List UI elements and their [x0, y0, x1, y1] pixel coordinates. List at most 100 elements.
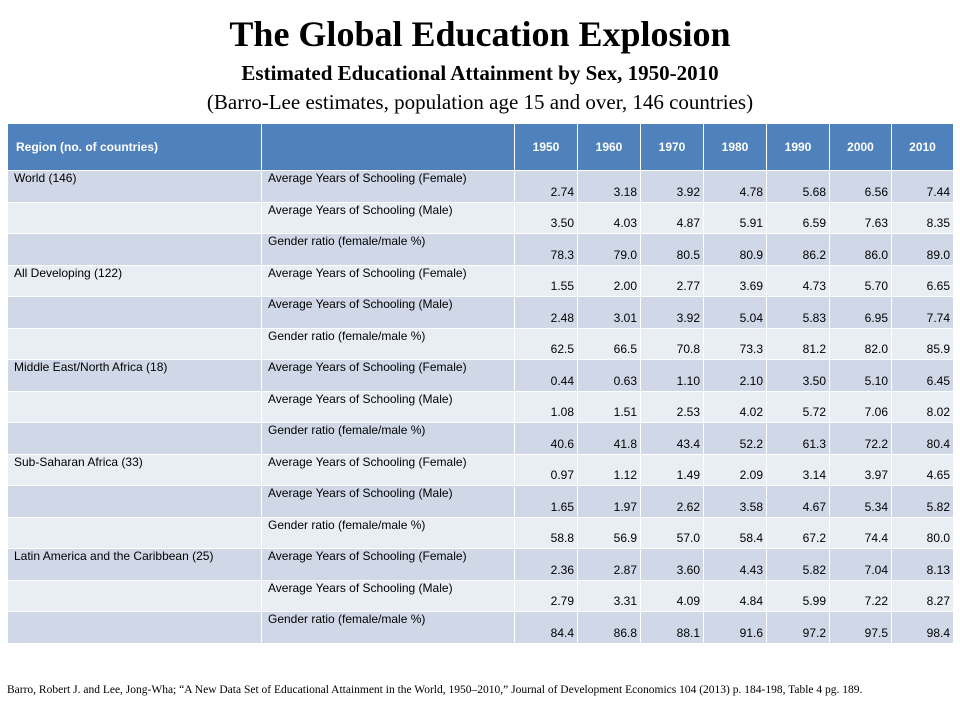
measure-cell: Gender ratio (female/male %): [261, 327, 515, 360]
value-cell: 2.77: [640, 264, 704, 297]
value-cell: 2.09: [703, 453, 767, 486]
header-year: 1990: [766, 123, 830, 171]
value-cell: 0.97: [514, 453, 578, 486]
region-cell: [7, 422, 262, 455]
value-cell: 3.69: [703, 264, 767, 297]
table-row: Latin America and the Caribbean (25) Aver…: [7, 548, 954, 581]
value-cell: 4.87: [640, 201, 704, 234]
region-cell: Sub-Saharan Africa (33): [7, 453, 262, 486]
value-cell: 97.5: [829, 611, 892, 644]
value-cell: 62.5: [514, 327, 578, 360]
value-cell: 8.35: [891, 201, 954, 234]
table-header-row: Region (no. of countries) 1950 1960 1970…: [7, 123, 954, 171]
value-cell: 80.0: [891, 516, 954, 549]
value-cell: 2.53: [640, 390, 704, 423]
measure-cell: Gender ratio (female/male %): [261, 422, 515, 455]
value-cell: 86.2: [766, 233, 830, 266]
value-cell: 61.3: [766, 422, 830, 455]
value-cell: 8.27: [891, 579, 954, 612]
value-cell: 56.9: [577, 516, 641, 549]
region-cell: All Developing (122): [7, 264, 262, 297]
value-cell: 3.14: [766, 453, 830, 486]
value-cell: 3.50: [514, 201, 578, 234]
value-cell: 1.12: [577, 453, 641, 486]
value-cell: 2.87: [577, 548, 641, 581]
value-cell: 52.2: [703, 422, 767, 455]
measure-cell: Average Years of Schooling (Male): [261, 390, 515, 423]
value-cell: 5.10: [829, 359, 892, 392]
value-cell: 40.6: [514, 422, 578, 455]
value-cell: 2.10: [703, 359, 767, 392]
value-cell: 0.63: [577, 359, 641, 392]
value-cell: 7.44: [891, 170, 954, 203]
table-row: Gender ratio (female/male %) 84.4 86.8 88.1…: [7, 611, 954, 644]
value-cell: 82.0: [829, 327, 892, 360]
value-cell: 4.78: [703, 170, 767, 203]
region-cell: [7, 485, 262, 518]
value-cell: 7.74: [891, 296, 954, 329]
region-cell: [7, 327, 262, 360]
value-cell: 58.8: [514, 516, 578, 549]
value-cell: 1.49: [640, 453, 704, 486]
value-cell: 4.65: [891, 453, 954, 486]
measure-cell: Average Years of Schooling (Male): [261, 296, 515, 329]
value-cell: 72.2: [829, 422, 892, 455]
value-cell: 0.44: [514, 359, 578, 392]
region-cell: [7, 296, 262, 329]
value-cell: 8.02: [891, 390, 954, 423]
value-cell: 85.9: [891, 327, 954, 360]
value-cell: 8.13: [891, 548, 954, 581]
value-cell: 3.60: [640, 548, 704, 581]
value-cell: 6.59: [766, 201, 830, 234]
header-year: 2010: [891, 123, 954, 171]
value-cell: 67.2: [766, 516, 830, 549]
measure-cell: Average Years of Schooling (Male): [261, 579, 515, 612]
value-cell: 3.50: [766, 359, 830, 392]
value-cell: 57.0: [640, 516, 704, 549]
value-cell: 2.62: [640, 485, 704, 518]
value-cell: 7.04: [829, 548, 892, 581]
value-cell: 7.06: [829, 390, 892, 423]
value-cell: 4.67: [766, 485, 830, 518]
table-row: Gender ratio (female/male %) 40.6 41.8 43.4…: [7, 422, 954, 455]
value-cell: 4.09: [640, 579, 704, 612]
value-cell: 81.2: [766, 327, 830, 360]
value-cell: 4.02: [703, 390, 767, 423]
table-row: All Developing (122) Average Years of Sch…: [7, 264, 954, 297]
value-cell: 80.5: [640, 233, 704, 266]
value-cell: 5.04: [703, 296, 767, 329]
header-year: 2000: [829, 123, 892, 171]
value-cell: 1.10: [640, 359, 704, 392]
region-cell: [7, 390, 262, 423]
table-body: World (146) Average Years of Schooling (F…: [7, 170, 954, 644]
table-row: Gender ratio (female/male %) 58.8 56.9 57.0…: [7, 516, 954, 549]
table-row: World (146) Average Years of Schooling (F…: [7, 170, 954, 203]
table-row: Middle East/North Africa (18) Average Yea…: [7, 359, 954, 392]
value-cell: 3.92: [640, 170, 704, 203]
header-year: 1970: [640, 123, 704, 171]
value-cell: 7.63: [829, 201, 892, 234]
value-cell: 1.55: [514, 264, 578, 297]
value-cell: 2.36: [514, 548, 578, 581]
measure-cell: Gender ratio (female/male %): [261, 516, 515, 549]
value-cell: 6.45: [891, 359, 954, 392]
value-cell: 2.48: [514, 296, 578, 329]
value-cell: 1.97: [577, 485, 641, 518]
measure-cell: Average Years of Schooling (Female): [261, 170, 515, 203]
measure-cell: Average Years of Schooling (Male): [261, 485, 515, 518]
value-cell: 3.97: [829, 453, 892, 486]
value-cell: 86.8: [577, 611, 641, 644]
region-cell: [7, 201, 262, 234]
value-cell: 7.22: [829, 579, 892, 612]
value-cell: 5.83: [766, 296, 830, 329]
value-cell: 4.43: [703, 548, 767, 581]
value-cell: 86.0: [829, 233, 892, 266]
table-row: Gender ratio (female/male %) 78.3 79.0 80.5…: [7, 233, 954, 266]
measure-cell: Average Years of Schooling (Male): [261, 201, 515, 234]
value-cell: 5.91: [703, 201, 767, 234]
value-cell: 3.92: [640, 296, 704, 329]
value-cell: 78.3: [514, 233, 578, 266]
attainment-table: Region (no. of countries) 1950 1960 1970…: [7, 123, 954, 644]
table-row: Average Years of Schooling (Male) 3.50 4.0…: [7, 201, 954, 234]
region-cell: Latin America and the Caribbean (25): [7, 548, 262, 581]
